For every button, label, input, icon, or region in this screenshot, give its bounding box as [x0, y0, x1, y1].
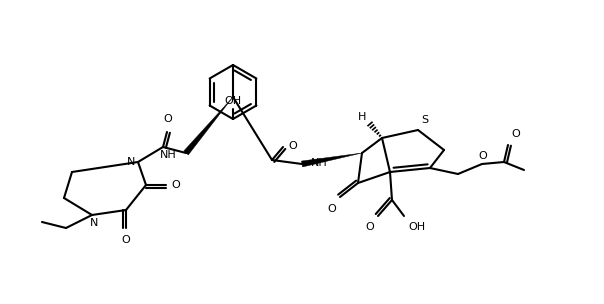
Text: H: H — [358, 112, 366, 122]
Text: O: O — [478, 151, 487, 161]
Text: S: S — [421, 115, 428, 125]
Text: O: O — [511, 129, 520, 139]
Polygon shape — [301, 153, 362, 167]
Text: O: O — [121, 235, 130, 245]
Text: O: O — [365, 222, 374, 232]
Text: NH: NH — [160, 150, 177, 160]
Text: O: O — [171, 180, 180, 190]
Text: OH: OH — [408, 222, 425, 232]
Text: N: N — [90, 218, 98, 228]
Text: O: O — [164, 114, 172, 124]
Text: NH: NH — [311, 158, 328, 168]
Text: N: N — [127, 157, 135, 167]
Polygon shape — [184, 97, 233, 155]
Text: OH: OH — [225, 96, 242, 106]
Text: O: O — [288, 141, 297, 151]
Text: O: O — [327, 204, 336, 214]
